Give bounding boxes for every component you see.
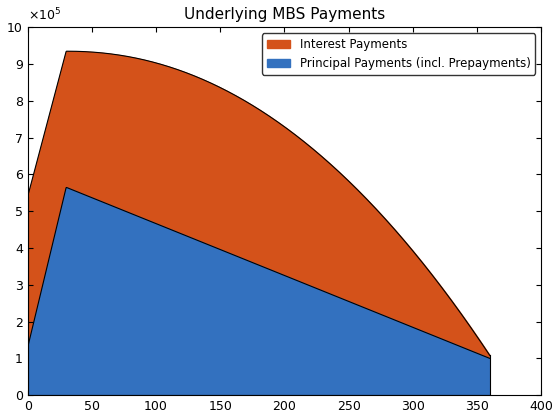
Title: Underlying MBS Payments: Underlying MBS Payments [184,7,385,22]
Text: $\times10^5$: $\times10^5$ [27,7,61,24]
Legend: Interest Payments, Principal Payments (incl. Prepayments): Interest Payments, Principal Payments (i… [262,33,535,74]
